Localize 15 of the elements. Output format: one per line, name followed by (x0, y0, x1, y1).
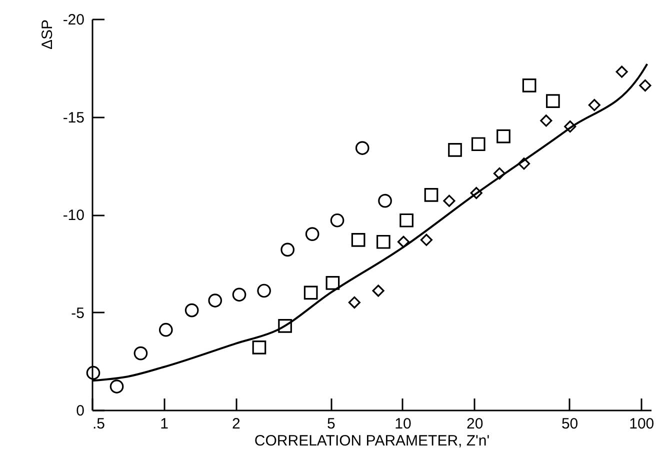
y-tick-label: -20 (62, 12, 84, 28)
x-tick-label: 1 (160, 416, 169, 432)
x-axis-title: CORRELATION PARAMETER, Z'n' (254, 432, 490, 450)
y-tick-label: 0 (76, 402, 84, 420)
y-tick-label: -5 (71, 304, 84, 322)
x-tick-label: 100 (629, 416, 654, 432)
x-tick-label: 5 (326, 416, 336, 432)
y-tick-label: -15 (62, 109, 84, 126)
y-tick-label: -10 (62, 207, 84, 224)
x-tick-label: 20 (466, 416, 484, 432)
x-tick-label: 50 (561, 416, 578, 432)
y-axis-title: ΔSP (38, 20, 56, 50)
x-tick-label: 10 (394, 416, 412, 432)
x-tick-label: 2 (232, 416, 240, 432)
x-tick-label: .5 (92, 416, 106, 432)
